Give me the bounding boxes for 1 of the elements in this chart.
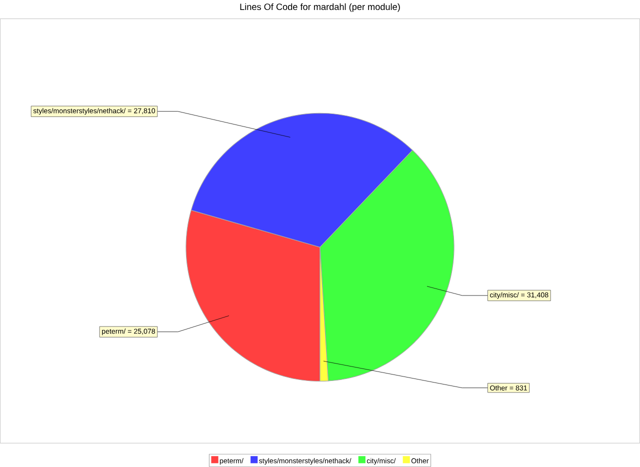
chart-title: Lines Of Code for mardahl (per module) bbox=[240, 3, 400, 12]
